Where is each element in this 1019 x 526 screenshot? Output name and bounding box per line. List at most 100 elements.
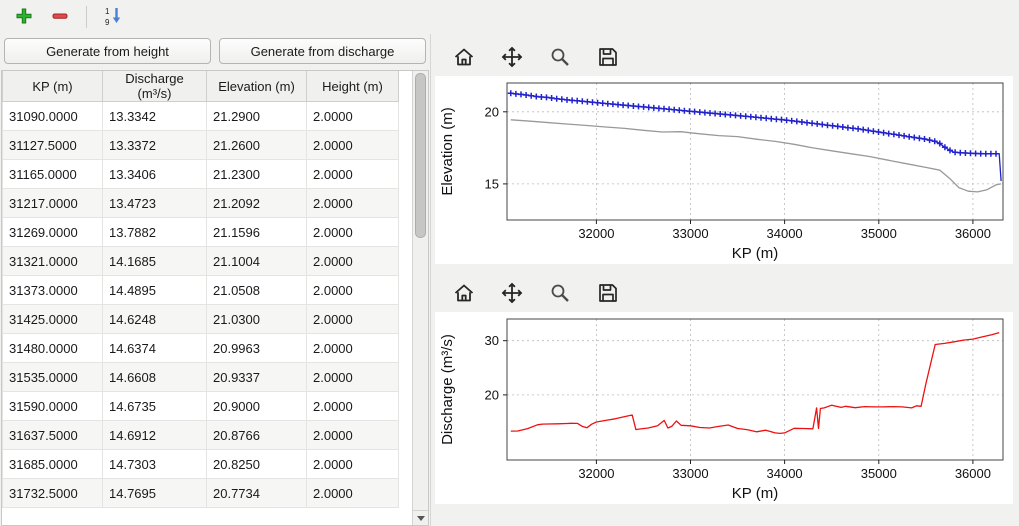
table-cell[interactable]: 20.8766 xyxy=(206,420,307,450)
table-cell[interactable]: 20.9963 xyxy=(206,333,307,363)
elevation-chart-canvas[interactable]: 32000 33000 34000 35000 36000 15 20 KP (m) Eleva… xyxy=(435,76,1013,264)
table-cell[interactable]: 14.1685 xyxy=(102,246,207,276)
table-cell[interactable]: 31269.0000 xyxy=(2,217,103,247)
add-row-button[interactable] xyxy=(10,3,38,31)
svg-text:32000: 32000 xyxy=(578,226,614,241)
table-cell[interactable]: 31685.0000 xyxy=(2,449,103,479)
generate-from-discharge-button[interactable]: Generate from discharge xyxy=(219,38,426,64)
table-cell[interactable]: 21.1004 xyxy=(206,246,307,276)
zoom-icon xyxy=(548,45,572,72)
scrollbar-thumb[interactable] xyxy=(415,73,426,238)
save-button[interactable] xyxy=(593,43,623,73)
table-cell[interactable]: 2.0000 xyxy=(306,130,399,160)
table-cell[interactable]: 2.0000 xyxy=(306,188,399,218)
table-cell[interactable]: 14.4895 xyxy=(102,275,207,305)
table-cell[interactable]: 2.0000 xyxy=(306,101,399,131)
table-cell[interactable]: 13.4723 xyxy=(102,188,207,218)
table-cell[interactable]: 31732.5000 xyxy=(2,478,103,508)
table-row: 31590.0000 14.6735 20.9000 2.0000 xyxy=(2,391,399,421)
table-cell[interactable]: 13.3342 xyxy=(102,101,207,131)
table-cell[interactable]: 31637.5000 xyxy=(2,420,103,450)
table-cell[interactable]: 20.9337 xyxy=(206,362,307,392)
table-cell[interactable]: 2.0000 xyxy=(306,449,399,479)
zoom-button[interactable] xyxy=(545,279,575,309)
table-cell[interactable]: 2.0000 xyxy=(306,246,399,276)
table-cell[interactable]: 31127.5000 xyxy=(2,130,103,160)
table-cell[interactable]: 21.1596 xyxy=(206,217,307,247)
table-cell[interactable]: 31535.0000 xyxy=(2,362,103,392)
table-cell[interactable]: 14.6608 xyxy=(102,362,207,392)
table-cell[interactable]: 31165.0000 xyxy=(2,159,103,189)
table-cell[interactable]: 31321.0000 xyxy=(2,246,103,276)
table-cell[interactable]: 14.6735 xyxy=(102,391,207,421)
svg-text:35000: 35000 xyxy=(861,466,897,481)
svg-text:15: 15 xyxy=(485,176,499,191)
table-cell[interactable]: 14.6912 xyxy=(102,420,207,450)
scrollbar-down-button[interactable] xyxy=(413,510,428,525)
pan-button[interactable] xyxy=(497,279,527,309)
discharge-chart-canvas[interactable]: 32000 33000 34000 35000 36000 20 30 KP (m) Disch… xyxy=(435,312,1013,504)
table-cell[interactable]: 2.0000 xyxy=(306,391,399,421)
column-header-1[interactable]: Discharge (m³/s) xyxy=(102,71,207,102)
svg-text:35000: 35000 xyxy=(861,226,897,241)
table-cell[interactable]: 14.6374 xyxy=(102,333,207,363)
table-cell[interactable]: 21.2300 xyxy=(206,159,307,189)
table-cell[interactable]: 21.0300 xyxy=(206,304,307,334)
table-cell[interactable]: 31217.0000 xyxy=(2,188,103,218)
table-cell[interactable]: 14.6248 xyxy=(102,304,207,334)
table-cell[interactable]: 20.8250 xyxy=(206,449,307,479)
svg-text:KP (m): KP (m) xyxy=(732,245,778,262)
table-cell[interactable]: 2.0000 xyxy=(306,333,399,363)
table-cell[interactable]: 20.9000 xyxy=(206,391,307,421)
table-cell[interactable]: 31373.0000 xyxy=(2,275,103,305)
table-row: 31165.0000 13.3406 21.2300 2.0000 xyxy=(2,159,399,189)
remove-icon xyxy=(50,6,70,29)
column-header-0[interactable]: KP (m) xyxy=(2,71,103,102)
charts-panel: 32000 33000 34000 35000 36000 15 20 KP (m) Eleva… xyxy=(430,34,1019,526)
table-row: 31127.5000 13.3372 21.2600 2.0000 xyxy=(2,130,399,160)
pan-button[interactable] xyxy=(497,43,527,73)
svg-text:9: 9 xyxy=(105,18,110,27)
add-icon xyxy=(14,6,34,29)
toolbar-separator xyxy=(86,6,87,28)
table-cell[interactable]: 2.0000 xyxy=(306,420,399,450)
save-button[interactable] xyxy=(593,279,623,309)
table-cell[interactable]: 31590.0000 xyxy=(2,391,103,421)
table-cell[interactable]: 31090.0000 xyxy=(2,101,103,131)
table-cell[interactable]: 2.0000 xyxy=(306,275,399,305)
column-header-2[interactable]: Elevation (m) xyxy=(206,71,307,102)
table-row: 31321.0000 14.1685 21.1004 2.0000 xyxy=(2,246,399,276)
table-cell[interactable]: 13.3372 xyxy=(102,130,207,160)
table-cell[interactable]: 14.7695 xyxy=(102,478,207,508)
sort-numeric-icon: 1 9 xyxy=(102,5,124,30)
table-cell[interactable]: 21.2600 xyxy=(206,130,307,160)
table-cell[interactable]: 21.2092 xyxy=(206,188,307,218)
home-button[interactable] xyxy=(449,279,479,309)
table-cell[interactable]: 14.7303 xyxy=(102,449,207,479)
table-cell[interactable]: 31425.0000 xyxy=(2,304,103,334)
table-cell[interactable]: 2.0000 xyxy=(306,304,399,334)
column-header-3[interactable]: Height (m) xyxy=(306,71,399,102)
table-cell[interactable]: 21.2900 xyxy=(206,101,307,131)
home-button[interactable] xyxy=(449,43,479,73)
pan-icon xyxy=(500,45,524,72)
remove-row-button[interactable] xyxy=(46,3,74,31)
table-cell[interactable]: 2.0000 xyxy=(306,362,399,392)
table-cell[interactable]: 2.0000 xyxy=(306,159,399,189)
table-cell[interactable]: 2.0000 xyxy=(306,217,399,247)
svg-text:33000: 33000 xyxy=(672,466,708,481)
home-icon xyxy=(452,45,476,72)
table-cell[interactable]: 21.0508 xyxy=(206,275,307,305)
zoom-button[interactable] xyxy=(545,43,575,73)
table-row: 31217.0000 13.4723 21.2092 2.0000 xyxy=(2,188,399,218)
sort-button[interactable]: 1 9 xyxy=(99,3,127,31)
table-row: 31425.0000 14.6248 21.0300 2.0000 xyxy=(2,304,399,334)
table-cell[interactable]: 20.7734 xyxy=(206,478,307,508)
svg-text:30: 30 xyxy=(485,333,499,348)
table-cell[interactable]: 31480.0000 xyxy=(2,333,103,363)
table-cell[interactable]: 13.3406 xyxy=(102,159,207,189)
generate-from-height-button[interactable]: Generate from height xyxy=(4,38,211,64)
table-cell[interactable]: 2.0000 xyxy=(306,478,399,508)
table-cell[interactable]: 13.7882 xyxy=(102,217,207,247)
table-vertical-scrollbar[interactable] xyxy=(412,71,428,525)
